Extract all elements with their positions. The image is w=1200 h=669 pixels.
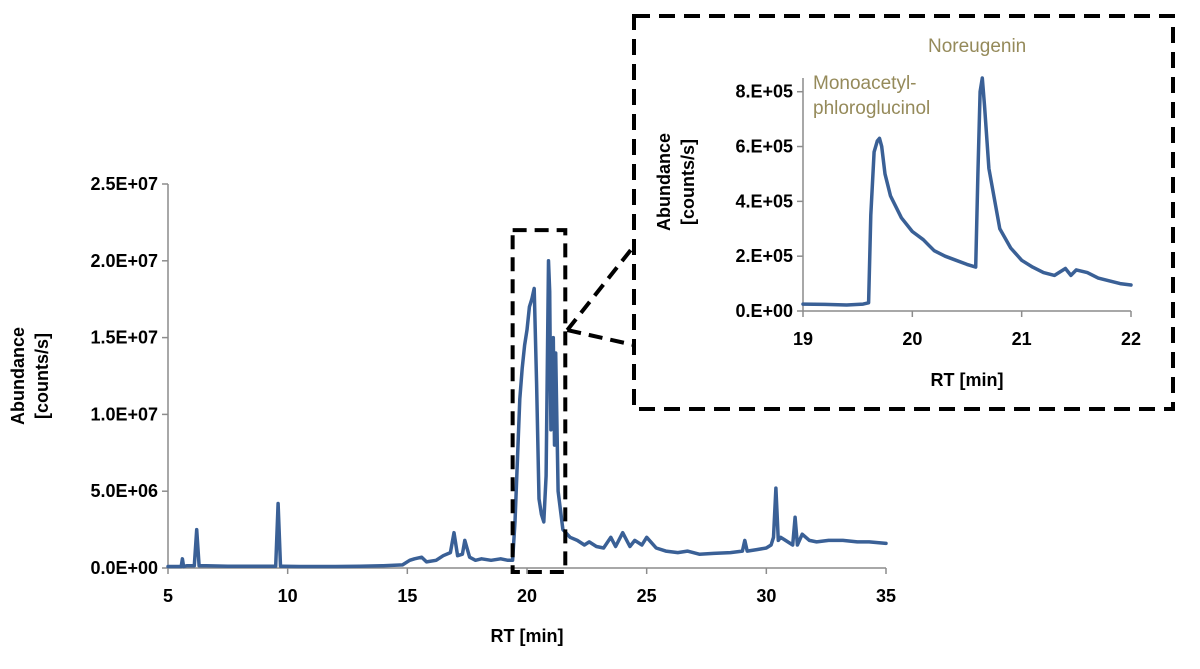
zoom-region-box xyxy=(510,228,568,575)
inset-frame xyxy=(632,14,1175,411)
inset-ylabel-line1: Abundance xyxy=(654,133,674,231)
inset-y-tick-label: 6.E+05 xyxy=(735,137,793,157)
main-x-tick-label: 15 xyxy=(397,586,417,606)
main-x-tick-label: 5 xyxy=(163,586,173,606)
inset-y-tick-label: 2.E+05 xyxy=(735,246,793,266)
main-y-tick-label: 2.0E+07 xyxy=(90,251,158,271)
annotation-monoacetyl-line2: phloroglucinol xyxy=(813,98,930,119)
connector-line-top xyxy=(565,244,636,332)
main-y-tick-label: 5.0E+06 xyxy=(90,481,158,501)
main-x-tick-label: 30 xyxy=(756,586,776,606)
inset-x-tick-label: 19 xyxy=(793,329,813,349)
inset-x-tick-label: 21 xyxy=(1012,329,1032,349)
connector-line-bottom xyxy=(566,328,635,347)
main-ylabel-line1: Abundance xyxy=(8,327,28,425)
inset-x-tick-label: 22 xyxy=(1121,329,1141,349)
main-x-tick-label: 10 xyxy=(278,586,298,606)
inset-ylabel-line2: [counts/s] xyxy=(678,139,698,225)
main-x-tick-label: 25 xyxy=(637,586,657,606)
inset-y-tick-label: 4.E+05 xyxy=(735,191,793,211)
main-xlabel: RT [min] xyxy=(491,626,564,646)
main-y-tick-label: 2.5E+07 xyxy=(90,174,158,194)
chart-dynamic-layer: 0.0E+00 5.0E+06 1.0E+07 1.5E+07 2.0E+07 2.5E+… xyxy=(90,14,1175,606)
main-x-tick-label: 20 xyxy=(517,586,537,606)
inset-xlabel: RT [min] xyxy=(931,370,1004,390)
annotation-noreugenin: Noreugenin xyxy=(928,36,1026,57)
main-y-tick-label: 1.0E+07 xyxy=(90,404,158,424)
main-y-tick-label: 0.0E+00 xyxy=(90,558,158,578)
annotation-monoacetyl-line1: Monoacetyl- xyxy=(813,73,917,94)
inset-x-tick-label: 20 xyxy=(902,329,922,349)
main-y-tick-label: 1.5E+07 xyxy=(90,328,158,348)
main-x-tick-label: 35 xyxy=(876,586,896,606)
inset-y-tick-label: 0.E+00 xyxy=(735,301,793,321)
inset-y-tick-label: 8.E+05 xyxy=(735,82,793,102)
main-series-line xyxy=(166,259,888,569)
inset-series-line xyxy=(801,76,1133,307)
main-ylabel-line2: [counts/s] xyxy=(32,333,52,419)
